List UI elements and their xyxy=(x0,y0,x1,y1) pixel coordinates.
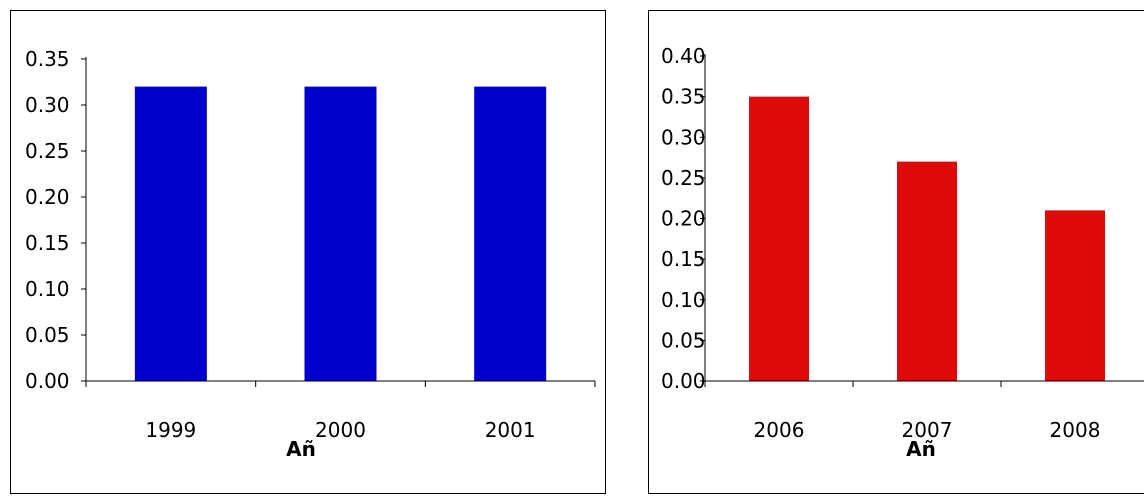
y-tick-label: 0.35 xyxy=(661,85,706,109)
y-tick-label: 0.20 xyxy=(25,185,70,209)
y-tick-label: 0.35 xyxy=(25,47,70,71)
y-tick-label: 0.05 xyxy=(25,323,70,347)
y-tick-label: 0.30 xyxy=(25,93,70,117)
bar-2000 xyxy=(304,86,377,381)
bar-2001 xyxy=(474,86,547,381)
y-tick-label: 0.15 xyxy=(661,247,706,271)
x-tick-label: 2001 xyxy=(485,418,536,442)
y-tick-label: 0.10 xyxy=(661,288,706,312)
chart-left-plot: Añ 0.00 0.05 0.10 0.15 0.20 0.25 0.30 0.35 1999 2… xyxy=(25,47,596,461)
x-tick-label: 2000 xyxy=(315,418,366,442)
y-tick-label: 0.10 xyxy=(25,277,70,301)
chart-right-plot: Añ 0.00 0.05 0.10 0.15 0.20 0.25 0.30 0.35 0.40 2… xyxy=(661,44,1144,461)
y-tick-label: 0.15 xyxy=(25,231,70,255)
x-tick-label: 1999 xyxy=(145,418,196,442)
y-tick-label: 0.30 xyxy=(661,125,706,149)
y-tick-label: 0.25 xyxy=(661,166,706,190)
x-axis-title: Añ xyxy=(286,437,316,461)
y-tick-label: 0.25 xyxy=(25,139,70,163)
bar-2008 xyxy=(1045,210,1105,381)
chart-left: Añ 0.00 0.05 0.10 0.15 0.20 0.25 0.30 0.35 1999 2… xyxy=(10,10,606,494)
y-tick-label: 0.40 xyxy=(661,44,706,68)
bar-2007 xyxy=(897,161,957,381)
y-tick-label: 0.00 xyxy=(25,369,70,393)
x-tick-label: 2008 xyxy=(1050,418,1101,442)
y-tick-label: 0.20 xyxy=(661,207,706,231)
bar-1999 xyxy=(134,86,207,381)
x-tick-label: 2007 xyxy=(902,418,953,442)
bar-2006 xyxy=(749,96,809,381)
y-tick-label: 0.05 xyxy=(661,328,706,352)
x-tick-label: 2006 xyxy=(754,418,805,442)
x-axis-title: Añ xyxy=(906,437,936,461)
y-tick-label: 0.00 xyxy=(661,369,706,393)
chart-right: Añ 0.00 0.05 0.10 0.15 0.20 0.25 0.30 0.35 0.40 2… xyxy=(648,10,1144,494)
